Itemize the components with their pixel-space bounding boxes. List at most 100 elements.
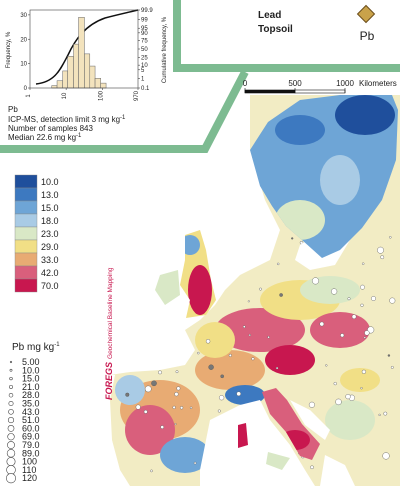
legend-label: 42.0 [41,268,59,278]
sample-dot [382,452,390,460]
method-text: ICP-MS, detection limit 3 mg kg [8,115,120,124]
legend-swatch [14,213,38,228]
size-symbol [7,425,15,432]
legend-label: 10.0 [41,177,59,187]
legend-swatch [14,200,38,215]
y-tick-label: 20 [20,37,27,43]
sample-dot [390,365,394,369]
histogram-bar [78,17,85,89]
size-label: 21.0 [22,382,40,392]
size-symbol [7,433,15,441]
sample-dot [150,469,153,473]
sample-dot [335,398,342,406]
scale-segment [244,89,296,94]
sample-dot [331,288,338,295]
y2-tick-label: 1 [141,76,145,82]
y-tick-label: 30 [20,13,27,19]
y2-tick-label: 99 [141,18,148,24]
size-label: 120 [22,473,37,483]
sample-dot [275,366,279,370]
sample-dot [361,369,366,374]
sample-dot [151,380,157,387]
sample-dot [291,237,294,240]
sample-dot [172,405,176,409]
x-tick-label: 970 [134,90,140,101]
y2-tick-label: 0.1 [141,86,150,92]
sample-dot [251,357,255,361]
scale-label: 1000 [336,79,354,88]
size-symbol [9,376,13,381]
sample-dot [345,394,351,400]
sample-dot [340,333,345,338]
y2-tick-label: 99.9 [141,8,153,14]
sample-dot [308,401,315,408]
legend-swatch [14,174,38,189]
size-label: 60.0 [22,423,40,433]
x-tick-label: 1 [26,94,32,98]
sample-dot [363,336,366,339]
histogram-bar [62,70,68,89]
legend-swatch [14,252,38,267]
sample-dot [135,404,141,410]
sample-dot [389,297,396,304]
sample-dot [371,296,377,302]
sample-dot [220,374,224,379]
method: ICP-MS, detection limit 3 mg kg-1 [8,115,126,124]
sample-dot [267,336,270,339]
sample-dot [387,354,391,357]
size-symbol [9,360,13,364]
unit-sup: -1 [54,342,60,348]
sample-dot [236,391,241,397]
sardinia [238,423,248,448]
size-label: 100 [22,457,37,467]
sample-dot [247,300,250,303]
sample-dot [197,351,200,355]
legend-label: 23.0 [41,229,59,239]
samples: Number of samples 843 [8,124,93,133]
y2-tick-label: 75 [141,38,148,44]
y-axis-label: Frequency, % [6,31,12,68]
sample-dot [279,293,283,297]
legend-label: 18.0 [41,216,59,226]
credit: FOREGS Geochemical Baseline Mapping [104,267,114,400]
sample-dot [377,246,384,254]
sample-dot [205,339,211,344]
legend-swatch [14,226,38,241]
x-tick-label: 100 [98,90,104,101]
sample-dot [360,284,365,290]
sample-dot [248,334,251,337]
sample-dot [228,353,232,357]
sample-dot [360,387,363,390]
sicily [266,452,290,470]
y-tick-label: 0 [24,86,28,92]
size-label: 89.0 [22,448,40,458]
size-symbol [6,457,16,467]
histogram-bar [94,78,101,89]
sample-dot [144,385,152,393]
sample-dot [259,287,262,291]
sample-dot [360,303,364,307]
sample-dot [174,423,177,426]
legend-label: 13.0 [41,190,59,200]
size-label: 79.0 [22,440,40,450]
size-symbol [7,441,15,449]
legend-label: 29.0 [41,242,59,252]
sample-dot [160,425,164,429]
size-label: 51.0 [22,415,40,425]
size-symbol [9,368,13,372]
size-symbol [8,392,14,398]
histogram-bar [51,85,58,89]
y-tick-label: 10 [20,62,27,68]
sample-dot [180,406,184,410]
size-symbol [6,465,16,475]
median-sup: -1 [76,133,82,139]
sample-dot [389,236,392,239]
method-sup: -1 [120,115,126,121]
median: Median 22.6 mg kg-1 [8,133,82,142]
size-label: 43.0 [22,407,40,417]
sample-dot [176,386,181,391]
frame [0,0,400,153]
sample-dot [217,409,221,413]
sample-dot [189,406,193,409]
